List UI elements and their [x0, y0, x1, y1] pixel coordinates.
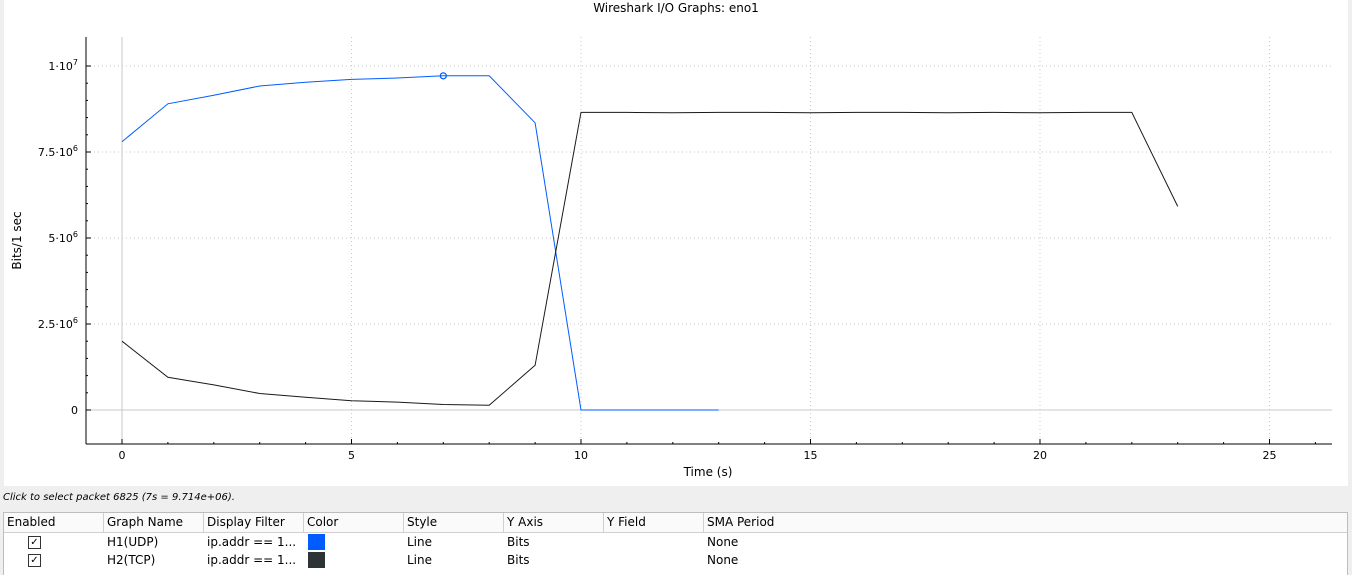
column-header-display-filter[interactable]: Display Filter [204, 513, 304, 532]
y-field-cell[interactable] [604, 551, 704, 569]
y-field-cell[interactable] [604, 533, 704, 551]
table-row[interactable]: ✓ H2(TCP) ip.addr == 1... Line Bits None [4, 551, 1347, 569]
display-filter-cell[interactable]: ip.addr == 1... [204, 551, 304, 569]
color-swatch[interactable] [308, 534, 325, 550]
sma-period-cell[interactable]: None [704, 551, 904, 569]
color-swatch[interactable] [308, 552, 325, 568]
column-header-style[interactable]: Style [404, 513, 504, 532]
graph-name-cell[interactable]: H2(TCP) [104, 551, 204, 569]
series-line-h2-tcp [122, 112, 1178, 405]
sma-period-cell[interactable]: None [704, 533, 904, 551]
column-header-y-axis[interactable]: Y Axis [504, 513, 604, 532]
column-header-graph-name[interactable]: Graph Name [104, 513, 204, 532]
y-axis-cell[interactable]: Bits [504, 551, 604, 569]
x-tick-label: 10 [574, 449, 588, 462]
y-tick-label: 1·107 [48, 58, 78, 73]
column-header-y-field[interactable]: Y Field [604, 513, 704, 532]
x-tick-label: 15 [804, 449, 818, 462]
enabled-checkbox[interactable]: ✓ [28, 554, 41, 567]
y-axis-title: Bits/1 sec [10, 211, 24, 269]
column-header-enabled[interactable]: Enabled [4, 513, 104, 532]
column-header-sma-period[interactable]: SMA Period [704, 513, 1347, 532]
x-tick-label: 20 [1033, 449, 1047, 462]
x-tick-label: 25 [1263, 449, 1277, 462]
graphs-table[interactable]: Enabled Graph Name Display Filter Color … [3, 512, 1348, 575]
y-axis-cell[interactable]: Bits [504, 533, 604, 551]
style-cell[interactable]: Line [404, 533, 504, 551]
series-line-h1-udp [122, 76, 719, 410]
table-row[interactable]: ✓ H1(UDP) ip.addr == 1... Line Bits None [4, 533, 1347, 551]
graphs-table-header: Enabled Graph Name Display Filter Color … [4, 513, 1347, 533]
graph-name-cell[interactable]: H1(UDP) [104, 533, 204, 551]
display-filter-cell[interactable]: ip.addr == 1... [204, 533, 304, 551]
x-tick-label: 0 [119, 449, 126, 462]
x-axis-title: Time (s) [683, 465, 733, 479]
style-cell[interactable]: Line [404, 551, 504, 569]
y-tick-label: 2.5·106 [38, 316, 78, 331]
enabled-checkbox[interactable]: ✓ [28, 536, 41, 549]
column-header-color[interactable]: Color [304, 513, 404, 532]
status-hint: Click to select packet 6825 (7s = 9.714e… [3, 492, 235, 503]
y-tick-label: 0 [71, 404, 78, 417]
x-tick-label: 5 [348, 449, 355, 462]
y-tick-label: 5·106 [48, 230, 78, 245]
y-tick-label: 7.5·106 [38, 144, 78, 159]
io-graph-chart[interactable]: 0 5 10 15 20 25 0 2.5·106 5·106 7.5·106 1·107 Time … [0, 0, 1352, 486]
